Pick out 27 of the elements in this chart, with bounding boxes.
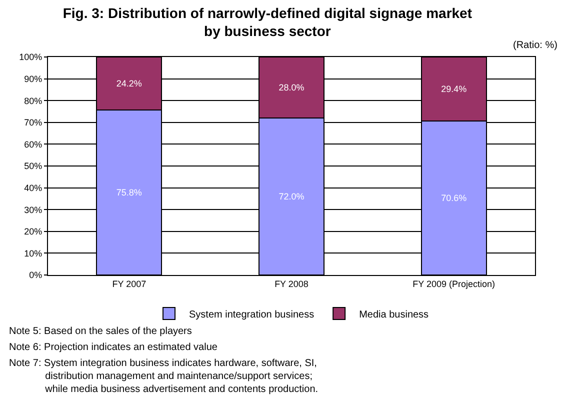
y-tick-label: 60% [24,139,42,150]
text: Note 6: Projection indicates an estimated value [9,342,218,353]
y-tick-label: 0% [29,270,42,280]
x-tick-label: FY 2007 [112,278,146,289]
x-tick-label: FY 2009 (Projection) [412,278,496,289]
y-tick-label: 10% [24,248,42,258]
y-tick-label: 70% [24,118,42,128]
y-tick-label: 40% [24,182,42,193]
data-label: 75.8% [116,187,142,198]
legend-label: System integration business [189,309,314,320]
data-label: 28.0% [278,82,304,93]
text: (Ratio: %) [513,40,558,51]
x-tick-label: FY 2008 [274,278,308,289]
data-label: 29.4% [441,84,467,94]
data-label: 70.6% [441,193,467,204]
y-tick-label: 80% [24,96,42,106]
y-tick-label: 100% [19,52,42,62]
y-tick-label: 30% [24,204,42,215]
y-tick-label: 90% [24,74,42,84]
data-label: 72.0% [278,192,304,202]
legend-label: Media business [359,309,429,320]
data-label: 24.2% [116,78,142,88]
y-tick-label: 20% [24,226,42,237]
chart-title: Fig. 3: Distribution of narrowly-defined digital signage market by business sector [62,4,472,40]
text: Note 5: Based on the sales of the players [9,326,192,337]
text: Note 7: System integration business indicates hardware, software, SI, distribution management and maintenance/support services; while media business advertisement and contents production. [9,358,318,395]
y-tick-label: 50% [24,161,42,172]
